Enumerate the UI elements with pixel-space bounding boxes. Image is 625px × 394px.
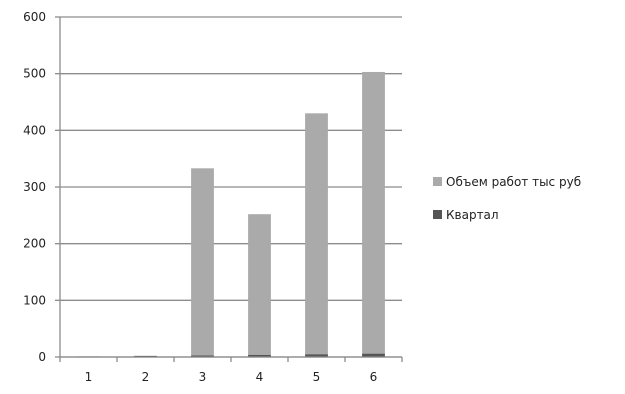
y-tick-label: 200	[23, 237, 46, 251]
y-tick-label: 600	[23, 10, 46, 24]
x-tick-label: 6	[370, 370, 378, 384]
x-tick-label: 3	[199, 370, 207, 384]
legend-label: Объем работ тыс руб	[446, 175, 581, 189]
y-tick-label: 500	[23, 67, 46, 81]
y-tick-label: 0	[38, 350, 46, 364]
bar-volume-5	[305, 113, 328, 355]
bar-quarter-4	[248, 354, 271, 357]
y-tick-label: 300	[23, 180, 46, 194]
gridlines	[60, 16, 402, 358]
x-tick-label: 5	[313, 370, 321, 384]
legend: Объем работ тыс руб Квартал	[433, 175, 581, 222]
axes: 0 100 200 300 400 500 600 1 2 3 4 5 6	[23, 10, 403, 384]
x-tick-label: 4	[256, 370, 264, 384]
legend-swatch	[433, 210, 442, 219]
x-tick-label: 2	[142, 370, 150, 384]
legend-label: Квартал	[446, 208, 499, 222]
legend-swatch	[433, 177, 442, 186]
x-tick-label: 1	[85, 370, 93, 384]
bar-volume-4	[248, 214, 271, 355]
y-tick-label: 400	[23, 123, 46, 137]
bar-quarter-3	[191, 355, 214, 357]
bars	[77, 71, 385, 357]
bar-volume-3	[191, 168, 214, 356]
y-tick-label: 100	[23, 293, 46, 307]
bar-quarter-5	[305, 354, 328, 357]
bar-volume-6	[362, 71, 385, 354]
bar-quarter-6	[362, 353, 385, 357]
